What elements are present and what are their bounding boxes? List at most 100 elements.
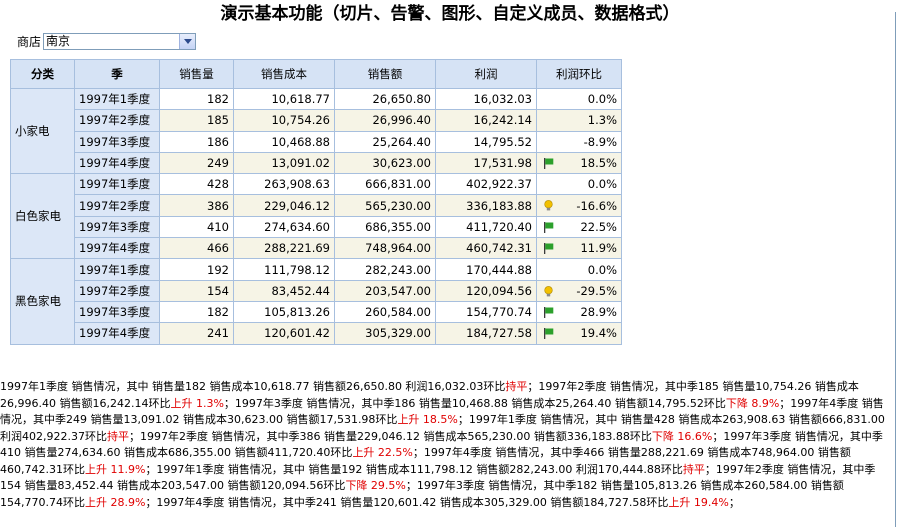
quarter-cell: 1997年3季度: [74, 215, 160, 239]
category-cell: 小家电: [10, 87, 75, 175]
ratio-cell-value: 28.9%: [580, 305, 617, 320]
sales-cell: 26,650.80: [334, 87, 436, 111]
ratio-cell: 0.0%: [536, 87, 622, 111]
ratio-cell-value: -29.5%: [576, 283, 617, 298]
quarter-cell-value: 1997年1季度: [79, 262, 151, 277]
ratio-cell: 28.9%: [536, 300, 622, 324]
ratio-cell-value: 0.0%: [587, 262, 617, 277]
ratio-cell-value: 19.4%: [580, 326, 617, 341]
qty-cell: 241: [159, 322, 234, 345]
col-header-category: 分类: [10, 59, 75, 89]
cost-cell: 111,798.12: [233, 258, 335, 281]
col-header-profit: 利润: [435, 59, 537, 89]
col-header-sales: 销售额: [334, 59, 436, 89]
profit-cell: 184,727.58: [435, 322, 537, 345]
quarter-cell-value: 1997年3季度: [79, 134, 151, 149]
sales-table: 分类 季 销售量 销售成本 销售额 利润 利润环比 小家电 1997年1季度 182…: [10, 59, 622, 345]
quarter-cell: 1997年2季度: [74, 109, 160, 132]
profit-cell-value: 14,795.52: [473, 134, 532, 149]
profit-cell: 411,720.40: [435, 215, 537, 239]
cost-cell: 105,813.26: [233, 300, 335, 324]
cost-cell: 10,618.77: [233, 87, 335, 111]
quarter-cell-value: 1997年3季度: [79, 305, 151, 320]
quarter-cell: 1997年1季度: [74, 173, 160, 196]
quarter-cell: 1997年2季度: [74, 194, 160, 217]
table-row: 1997年4季度 249 13,091.02 30,623.00 17,531.98 18…: [11, 151, 622, 175]
narrative-trend: 下降 8.9%: [725, 396, 780, 410]
ratio-cell-value: 11.9%: [580, 241, 617, 256]
quarter-cell: 1997年3季度: [74, 300, 160, 324]
cost-cell: 13,091.02: [233, 151, 335, 175]
profit-cell: 460,742.31: [435, 237, 537, 260]
cost-cell: 10,754.26: [233, 109, 335, 132]
cost-cell-value: 105,813.26: [264, 305, 330, 320]
flag-icon: [544, 306, 554, 318]
qty-cell: 410: [159, 215, 234, 239]
flag-icon: [544, 243, 554, 255]
qty-cell: 154: [159, 279, 234, 302]
quarter-cell: 1997年4季度: [74, 322, 160, 345]
table-header-row: 分类 季 销售量 销售成本 销售额 利润 利润环比: [10, 59, 622, 89]
narrative-trend: 上升 22.5%: [352, 446, 413, 459]
qty-cell: 192: [159, 258, 234, 281]
quarter-cell-value: 1997年4季度: [79, 326, 151, 341]
cost-cell: 10,468.88: [233, 130, 335, 153]
col-header-ratio: 利润环比: [536, 59, 622, 89]
table-row: 1997年2季度 185 10,754.26 26,996.40 16,242.14 1.…: [11, 109, 622, 132]
narrative-trend: 上升 19.4%: [668, 495, 729, 509]
profit-cell-value: 184,727.58: [466, 326, 532, 341]
narrative-text: 1997年1季度 销售情况，其中 销售量182 销售成本10,618.77 销售…: [0, 380, 506, 393]
qty-cell: 428: [159, 173, 234, 196]
narrative-trend: 持平: [505, 380, 528, 393]
col-header-cost: 销售成本: [233, 59, 335, 89]
narrative-text: ；1997年2季度 销售情况，其中季386 销售量229,046.12 销售成本…: [128, 429, 652, 443]
ratio-cell: 11.9%: [536, 237, 622, 260]
scrollbar-edge: [895, 12, 896, 527]
ratio-cell: 18.5%: [536, 151, 622, 175]
narrative-text: ；1997年4季度 销售情况，其中季249 销售量13,091.02 销售成本3…: [0, 396, 884, 427]
quarter-cell: 1997年1季度: [74, 87, 160, 111]
qty-cell: 466: [159, 237, 234, 260]
sales-cell: 748,964.00: [334, 237, 436, 260]
narrative-trend: 下降 29.5%: [345, 479, 406, 492]
cost-cell-value: 229,046.12: [264, 198, 330, 213]
ratio-cell: 1.3%: [536, 109, 622, 132]
chevron-down-icon[interactable]: [179, 34, 196, 49]
profit-cell: 170,444.88: [435, 258, 537, 281]
sales-cell-value: 686,355.00: [365, 219, 431, 234]
ratio-cell: -8.9%: [536, 130, 622, 153]
table-row: 小家电 1997年1季度 182 10,618.77 26,650.80 16,032.0…: [10, 87, 622, 175]
qty-cell-value: 186: [207, 134, 229, 149]
bulb-icon: [544, 200, 553, 211]
quarter-cell-value: 1997年1季度: [79, 92, 151, 107]
store-select[interactable]: 南京: [43, 33, 197, 50]
cost-cell: 274,634.60: [233, 215, 335, 239]
qty-cell: 186: [159, 130, 234, 153]
quarter-cell: 1997年4季度: [74, 151, 160, 175]
narrative-trend: 下降 16.6%: [651, 429, 713, 443]
quarter-cell-value: 1997年1季度: [79, 177, 151, 192]
cost-cell: 263,908.63: [233, 173, 335, 196]
sales-cell-value: 666,831.00: [365, 177, 431, 192]
table-row: 1997年3季度 186 10,468.88 25,264.40 14,795.52 -8…: [11, 130, 622, 153]
category-cell: 黑色家电: [10, 258, 75, 345]
profit-cell: 16,242.14: [435, 109, 537, 132]
sales-cell-value: 25,264.40: [372, 134, 431, 149]
narrative-text: ；: [728, 495, 740, 509]
narrative-text: ；1997年1季度 销售情况，其中 销售量428 销售成本263,908.63 …: [0, 413, 885, 443]
sales-cell-value: 203,547.00: [365, 283, 431, 298]
cost-cell-value: 83,452.44: [271, 283, 330, 298]
ratio-cell: 0.0%: [536, 258, 622, 281]
table-row: 1997年3季度 182 105,813.26 260,584.00 154,770.7…: [11, 300, 622, 324]
store-select-value: 南京: [46, 34, 71, 48]
cost-cell: 288,221.69: [233, 237, 335, 260]
cost-cell-value: 10,468.88: [271, 134, 330, 149]
qty-cell-value: 192: [207, 262, 229, 277]
ratio-cell: -16.6%: [536, 194, 622, 217]
narrative-text: ；1997年3季度 销售情况，其中季410 销售量274,634.60 销售成本…: [0, 429, 883, 460]
sales-cell: 26,996.40: [334, 109, 436, 132]
page-title: 演示基本功能（切片、告警、图形、自定义成员、数据格式）: [220, 4, 680, 24]
profit-cell-value: 402,922.37: [466, 177, 532, 192]
flag-icon: [544, 221, 554, 233]
sales-cell: 565,230.00: [334, 194, 436, 217]
